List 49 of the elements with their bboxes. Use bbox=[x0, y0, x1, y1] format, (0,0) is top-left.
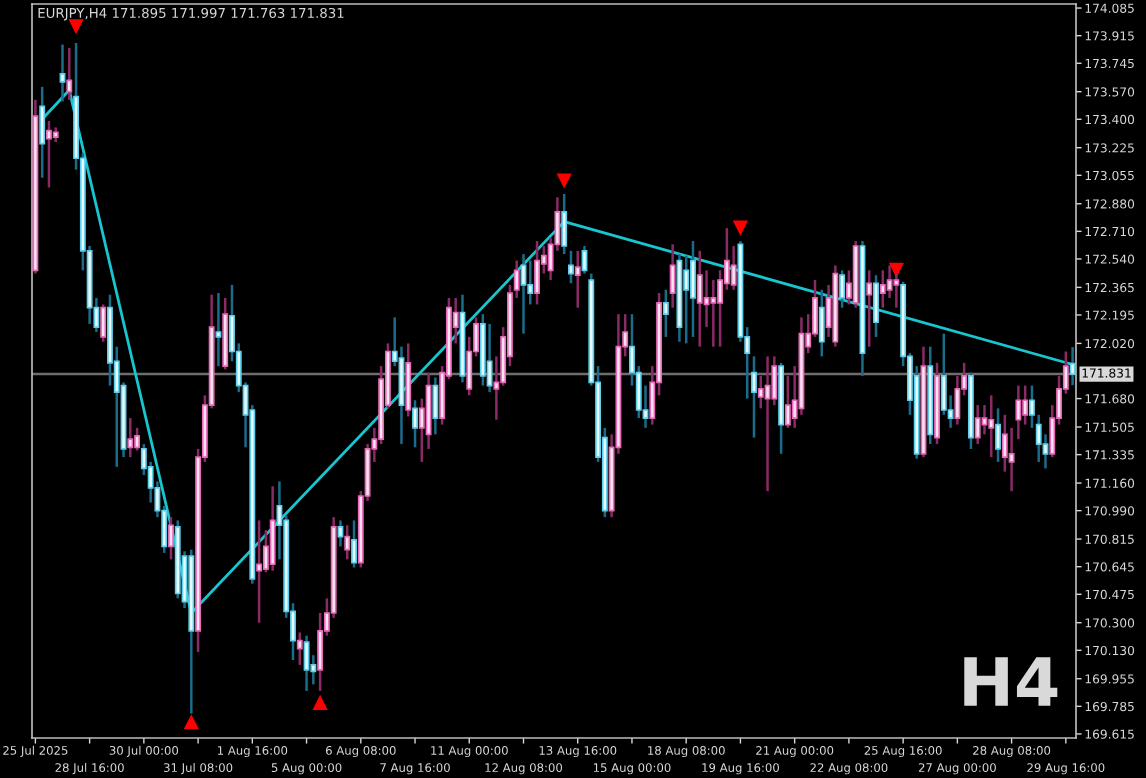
candlestick bbox=[893, 272, 900, 309]
candlestick bbox=[344, 524, 351, 561]
candlestick bbox=[486, 322, 493, 394]
candlestick bbox=[46, 119, 52, 189]
candlestick bbox=[1015, 384, 1022, 441]
point bbox=[312, 694, 328, 710]
candlestick bbox=[127, 416, 134, 459]
candlestick bbox=[351, 519, 357, 569]
candlestick bbox=[574, 249, 581, 309]
candlestick bbox=[405, 342, 412, 418]
candlestick bbox=[784, 374, 791, 430]
candlestick bbox=[988, 394, 995, 459]
candlestick bbox=[886, 264, 893, 300]
candlestick bbox=[256, 519, 263, 624]
candlestick bbox=[215, 291, 222, 368]
candlestick bbox=[296, 631, 303, 667]
point bbox=[888, 262, 904, 278]
candlestick bbox=[690, 239, 696, 339]
candlestick bbox=[561, 192, 568, 256]
candlestick bbox=[568, 249, 574, 285]
candlestick bbox=[39, 85, 46, 180]
candlestick bbox=[879, 269, 886, 309]
candlestick bbox=[839, 269, 846, 309]
candlestick bbox=[669, 243, 676, 309]
candlestick bbox=[683, 254, 690, 345]
candlestick bbox=[59, 43, 66, 103]
candlestick bbox=[432, 376, 439, 436]
candlestick bbox=[100, 303, 107, 344]
candlestick bbox=[534, 239, 540, 306]
point bbox=[183, 714, 199, 730]
candlestick bbox=[995, 407, 1001, 464]
candlestick bbox=[1069, 345, 1076, 387]
candlestick bbox=[866, 269, 873, 348]
point bbox=[732, 220, 749, 236]
candlestick bbox=[974, 403, 981, 446]
candlestick bbox=[134, 426, 141, 452]
candlestick bbox=[412, 398, 418, 449]
candlestick bbox=[66, 46, 73, 102]
candlestick bbox=[710, 278, 717, 348]
candlestick bbox=[696, 249, 703, 348]
candlestick bbox=[662, 288, 669, 339]
candlestick bbox=[1022, 384, 1029, 426]
candlestick bbox=[269, 485, 276, 572]
candlestick bbox=[873, 273, 879, 339]
point bbox=[556, 173, 572, 189]
annotation: H4 bbox=[964, 657, 1058, 706]
candlestick bbox=[818, 288, 825, 358]
candlestick bbox=[168, 515, 174, 561]
candlestick bbox=[757, 374, 764, 410]
